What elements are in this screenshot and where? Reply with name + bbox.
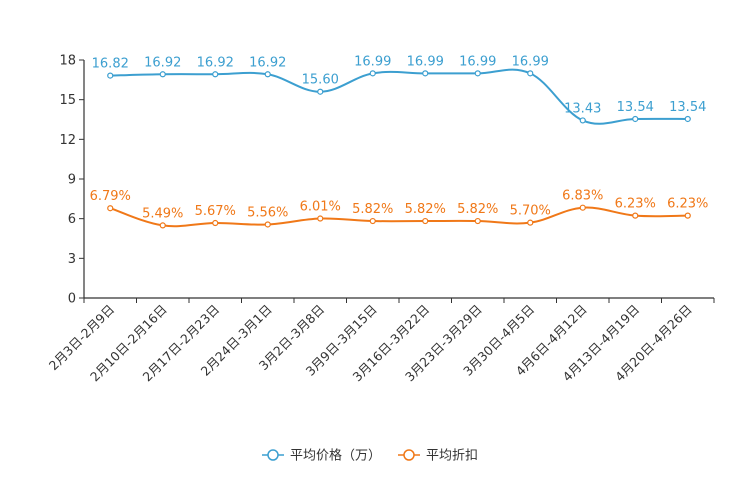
data-label: 6.79% [90, 189, 131, 204]
y-tick-label: 12 [59, 133, 76, 148]
data-point [369, 217, 376, 225]
data-label: 16.99 [407, 54, 444, 69]
data-point [107, 72, 114, 79]
data-point [159, 71, 166, 78]
data-point [684, 115, 691, 123]
series-line [110, 68, 688, 125]
data-label: 5.70% [510, 204, 551, 219]
data-label: 16.99 [354, 54, 391, 69]
y-tick-label: 18 [59, 54, 76, 69]
data-label: 5.82% [405, 202, 446, 217]
data-label: 13.54 [669, 100, 706, 115]
data-point [159, 222, 166, 229]
data-label: 13.54 [617, 100, 654, 115]
y-tick-label: 9 [68, 173, 76, 188]
data-point [422, 70, 429, 77]
data-point [474, 217, 481, 225]
data-point [684, 212, 691, 219]
data-point [317, 88, 324, 95]
legend-item-1[interactable]: 平均折扣 [398, 449, 478, 464]
data-point [212, 219, 219, 227]
series-0: 16.82 16.92 16.92 16.92 15.60 16.99 16.99 16.99… [92, 54, 706, 125]
data-label: 16.99 [512, 54, 549, 69]
series-1: 6.79% 5.49% 5.67% 5.56% 6.01% 5.82% 5.82% 5.82%… [90, 189, 708, 229]
data-point [317, 215, 324, 222]
legend-swatch-marker [403, 449, 415, 461]
data-point [527, 219, 534, 226]
legend-label: 平均折扣 [426, 449, 478, 464]
y-tick-label: 0 [68, 292, 76, 307]
data-point [579, 117, 586, 124]
data-label: 16.92 [197, 55, 234, 70]
data-label: 6.01% [300, 200, 341, 215]
data-point [527, 70, 534, 77]
data-label: 5.82% [352, 202, 393, 217]
data-point [474, 70, 481, 77]
data-point [212, 71, 219, 78]
data-point [264, 221, 271, 228]
data-label: 16.99 [459, 54, 496, 69]
series-line [109, 206, 688, 228]
legend-swatch-marker [267, 449, 279, 461]
series-layer: 16.82 16.92 16.92 16.92 15.60 16.99 16.99 16.99… [90, 54, 708, 229]
data-label: 6.23% [667, 197, 708, 212]
data-label: 5.67% [195, 204, 236, 219]
legend-label: 平均价格（万） [290, 448, 381, 464]
data-label: 5.49% [142, 206, 183, 221]
y-tick-label: 15 [59, 93, 76, 108]
data-label: 6.23% [615, 197, 656, 212]
data-label: 16.82 [92, 57, 129, 72]
data-point [107, 205, 114, 212]
y-tick-label: 3 [68, 252, 76, 267]
data-point [264, 71, 271, 78]
data-label: 5.82% [457, 202, 498, 217]
data-point [422, 217, 429, 225]
legend-item-0[interactable]: 平均价格（万） [262, 448, 381, 464]
data-label: 16.92 [249, 55, 286, 70]
legend[interactable]: 平均价格（万） 平均折扣 [262, 448, 478, 464]
data-point [632, 115, 639, 123]
data-point [369, 70, 376, 77]
data-label: 16.92 [144, 55, 181, 70]
data-label: 6.83% [562, 189, 603, 204]
data-point [632, 212, 639, 219]
data-label: 5.56% [247, 205, 288, 220]
data-point [579, 204, 586, 211]
y-tick-label: 6 [68, 212, 76, 227]
data-label: 13.43 [564, 101, 601, 116]
data-label: 15.60 [302, 73, 339, 88]
